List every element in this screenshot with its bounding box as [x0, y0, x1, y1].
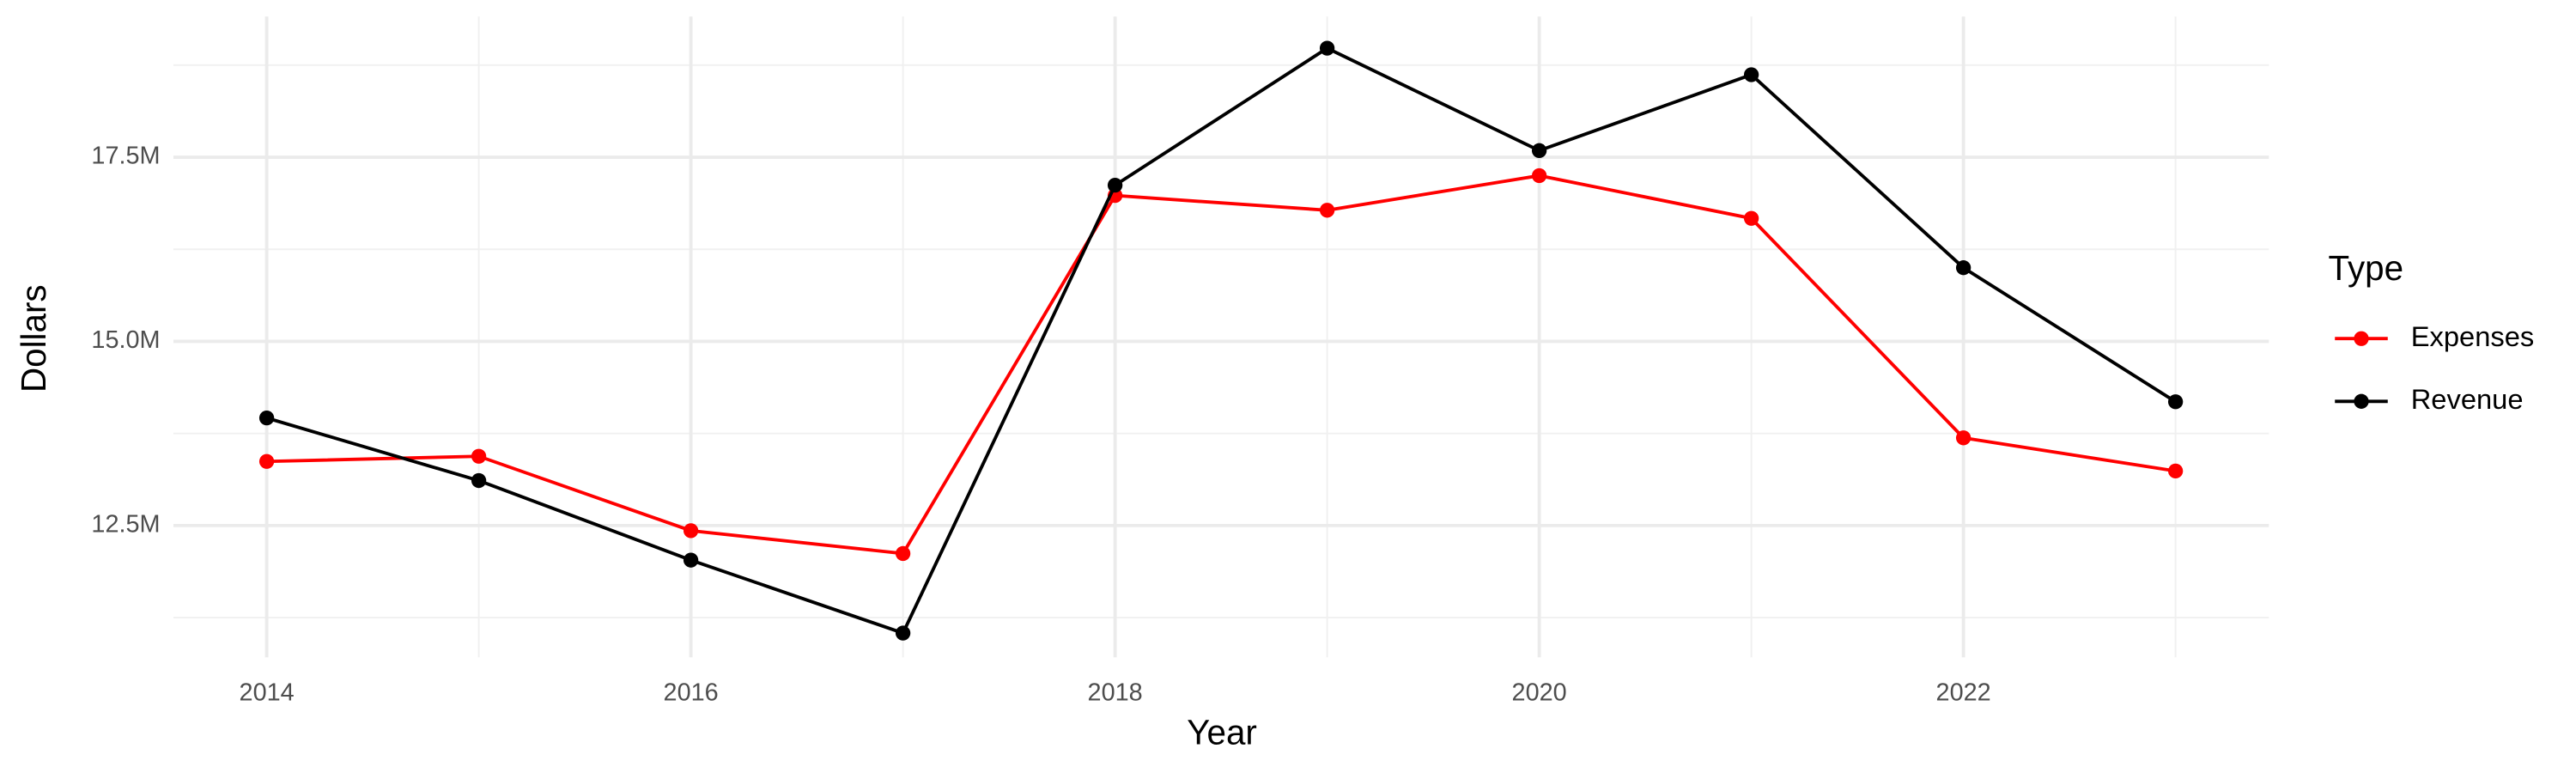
y-tick-label: 12.5M — [91, 510, 160, 538]
data-point — [1743, 67, 1759, 82]
data-point — [683, 552, 699, 568]
data-point — [683, 523, 699, 539]
x-tick-label: 2022 — [1936, 679, 1991, 706]
x-axis-title: Year — [1187, 712, 1257, 752]
x-tick-label: 2016 — [664, 679, 719, 706]
data-point — [471, 448, 487, 464]
y-tick-label: 15.0M — [91, 326, 160, 354]
data-point — [1955, 430, 1971, 446]
data-point — [2167, 463, 2184, 479]
legend-title: Type — [2329, 248, 2404, 288]
data-point — [471, 472, 487, 489]
data-point — [1107, 177, 1123, 193]
series-line — [266, 173, 2176, 556]
data-point — [1319, 40, 1335, 56]
data-point — [1531, 143, 1547, 158]
y-axis-title: Dollars — [14, 284, 53, 393]
grid — [173, 16, 2269, 658]
data-point — [258, 410, 275, 426]
legend-label: Revenue — [2411, 383, 2524, 415]
x-tick-label: 2018 — [1088, 679, 1143, 706]
data-point — [1955, 260, 1971, 276]
legend-key-point — [2354, 393, 2369, 409]
data-point — [1531, 167, 1547, 184]
data-point — [895, 625, 911, 641]
series-line — [266, 46, 2177, 636]
x-tick-label: 2014 — [240, 679, 295, 706]
data-point — [895, 545, 911, 562]
data-point — [258, 453, 275, 469]
legend-key-point — [2354, 331, 2369, 346]
y-tick-label: 17.5M — [91, 143, 160, 170]
x-tick-label: 2020 — [1512, 679, 1567, 706]
data-point — [1743, 210, 1759, 226]
data-point — [1319, 203, 1335, 218]
legend-label: Expenses — [2411, 320, 2535, 352]
data-point — [2167, 394, 2184, 410]
